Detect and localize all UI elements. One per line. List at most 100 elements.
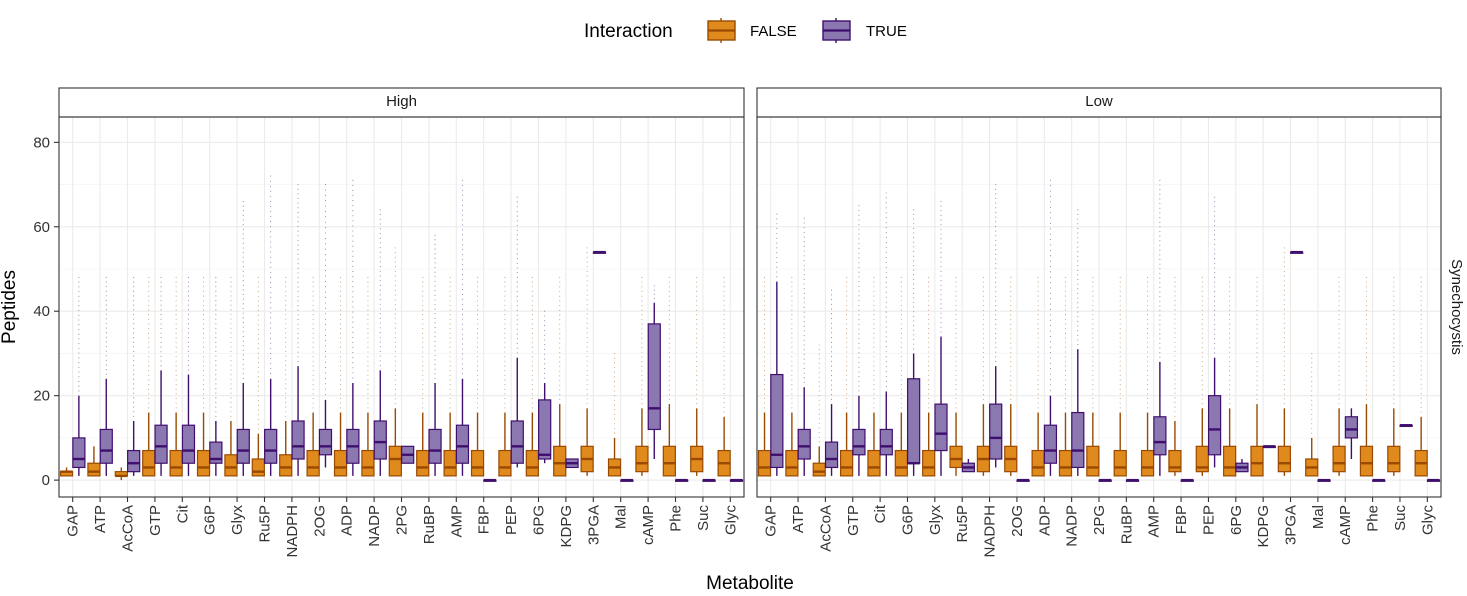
outlier-point (873, 281, 875, 283)
outlier-point (1256, 342, 1258, 344)
box-iqr (1071, 411, 1085, 469)
outlier-point (586, 322, 588, 324)
outlier-point (516, 206, 518, 208)
outlier-point (257, 300, 259, 302)
outlier-point (160, 327, 162, 330)
outlier-point (78, 385, 80, 387)
outlier-point (230, 392, 232, 394)
outlier-point (1201, 314, 1203, 316)
outlier-point (504, 300, 506, 302)
outlier-point (1256, 366, 1258, 368)
outlier-point (885, 192, 887, 194)
outlier-point (449, 304, 451, 306)
outlier-point (1049, 212, 1051, 214)
outlier-point (1393, 276, 1395, 278)
outlier-point (270, 302, 272, 304)
outlier-point (422, 295, 424, 297)
box-iqr (1250, 445, 1264, 477)
outlier-point (846, 388, 848, 390)
outlier-point (763, 323, 766, 325)
outlier-point (160, 286, 162, 288)
outlier-point (831, 327, 833, 329)
box-true-3PGA (592, 250, 607, 254)
outlier-point (285, 300, 287, 302)
outlier-point (982, 375, 984, 377)
outlier-point (105, 304, 107, 306)
outlier-point (422, 286, 424, 288)
outlier-point (78, 324, 80, 326)
outlier-point (449, 300, 451, 302)
outlier-point (352, 326, 354, 328)
outlier-point (641, 281, 643, 283)
outlier-point (257, 362, 259, 364)
outlier-point (133, 300, 135, 302)
outlier-point (78, 343, 80, 345)
outlier-point (763, 374, 766, 376)
outlier-point (1229, 389, 1231, 391)
outlier-point (873, 365, 875, 367)
outlier-point (531, 402, 533, 404)
outlier-point (1037, 281, 1039, 283)
outlier-point (900, 407, 902, 409)
outlier-point (449, 388, 451, 390)
outlier-point (242, 205, 244, 207)
outlier-point (78, 371, 80, 373)
outlier-point (900, 332, 902, 334)
x-axis-title: Metabolite (706, 573, 794, 594)
outlier-point (379, 280, 381, 282)
outlier-point (995, 342, 997, 344)
outlier-point (668, 380, 670, 382)
outlier-point (461, 199, 464, 201)
outlier-point (586, 285, 588, 287)
outlier-point (940, 205, 942, 207)
outlier-point (1147, 379, 1149, 381)
outlier-point (434, 234, 436, 236)
outlier-point (394, 252, 396, 254)
outlier-point (230, 360, 232, 362)
outlier-point (791, 318, 793, 320)
outlier-point (1420, 397, 1422, 399)
box-iqr (142, 449, 156, 477)
outlier-point (339, 318, 342, 320)
outlier-point (285, 327, 287, 329)
legend-title: Interaction (584, 21, 673, 42)
outlier-point (831, 303, 833, 305)
outlier-point (831, 360, 833, 362)
outlier-point (230, 309, 232, 311)
box-false-Ru5P (251, 276, 265, 477)
outlier-point (1010, 351, 1012, 354)
outlier-point (982, 333, 984, 335)
outlier-point (339, 384, 342, 386)
box-iqr (291, 420, 305, 460)
outlier-point (928, 356, 930, 358)
box-iqr (127, 449, 141, 473)
outlier-point (339, 402, 342, 404)
box-iqr (647, 323, 661, 431)
outlier-point (1393, 323, 1395, 325)
box-true-Cit (879, 192, 893, 476)
outlier-point (148, 314, 150, 316)
outlier-point (516, 220, 518, 222)
outlier-point (1064, 276, 1067, 278)
outlier-point (613, 413, 616, 415)
outlier-point (215, 286, 217, 288)
outlier-point (928, 379, 930, 381)
outlier-point (215, 318, 217, 320)
outlier-point (1201, 286, 1203, 288)
outlier-point (270, 363, 272, 365)
outlier-point (324, 253, 327, 256)
outlier-point (586, 289, 588, 291)
outlier-point (352, 255, 354, 257)
outlier-point (339, 281, 342, 283)
outlier-point (230, 318, 232, 320)
box-iqr (797, 428, 811, 460)
outlier-point (885, 385, 887, 388)
box-iqr (510, 420, 524, 464)
outlier-point (1229, 361, 1231, 363)
outlier-point (1049, 190, 1051, 192)
box-false-Mal (1305, 352, 1319, 477)
outlier-point (312, 304, 314, 306)
outlier-point (257, 404, 259, 406)
outlier-point (791, 388, 793, 390)
outlier-point (818, 422, 820, 424)
